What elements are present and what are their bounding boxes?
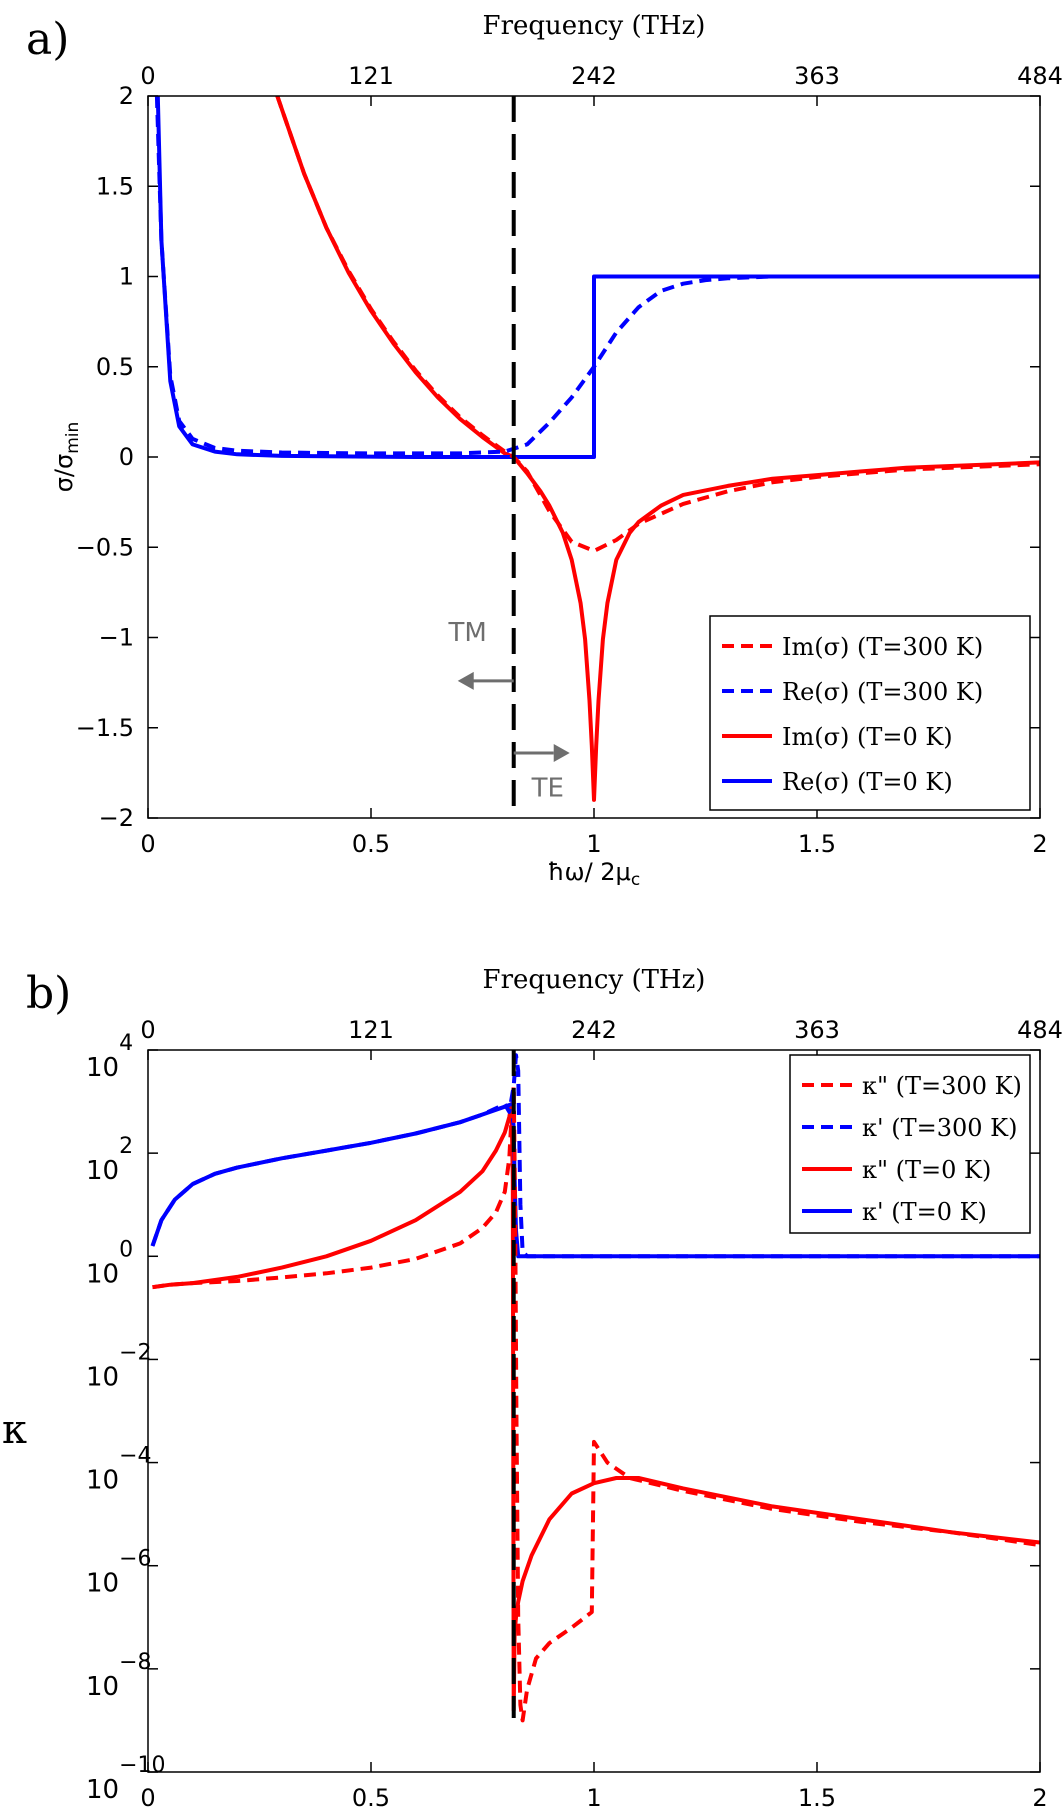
y-tick-label: 10−2 — [86, 1340, 152, 1392]
y-axis-label: σ/σmin — [50, 422, 83, 493]
y-tick-label: −1.5 — [76, 714, 134, 742]
top-tick-label: 0 — [140, 1016, 155, 1044]
y-tick-label: −0.5 — [76, 533, 134, 561]
y-tick-label: 10−10 — [86, 1753, 166, 1805]
series-line-2 — [275, 96, 1040, 802]
x-tick-label: 0.5 — [352, 1784, 390, 1812]
y-tick-label: 10−8 — [86, 1650, 152, 1702]
series-line-0 — [275, 96, 1040, 553]
series-line-3 — [155, 96, 1040, 459]
legend-entry-3: Re(σ) (T=0 K) — [782, 768, 953, 796]
top-tick-label: 363 — [794, 62, 840, 90]
panel-b: b) Frequency (THz) 0 0.5 1 1.5 2 0 121 242 363 484 1… — [2, 965, 1063, 1813]
x-tick-label: 1.5 — [798, 830, 836, 858]
x-tick-label: 1 — [586, 830, 601, 858]
x-tick-label: 1 — [586, 1784, 601, 1812]
plot-area — [154, 96, 1040, 802]
top-tick-label: 363 — [794, 1016, 840, 1044]
x-tick-label: 0 — [140, 830, 155, 858]
y-tick-label: 2 — [119, 82, 134, 110]
top-axis-label: Frequency (THz) — [483, 11, 706, 41]
legend-box — [709, 615, 1031, 811]
y-tick-label: −1 — [99, 624, 134, 652]
te-arrow-head — [553, 744, 570, 763]
top-axis-label: Frequency (THz) — [483, 965, 706, 995]
series-line-1 — [154, 96, 1040, 456]
y-tick-label: 102 — [86, 1134, 133, 1186]
y-tick-label: 1 — [119, 263, 134, 291]
top-tick-label: 242 — [571, 62, 617, 90]
panel-label: b) — [26, 968, 71, 1019]
legend-entry-2: κ" (T=0 K) — [862, 1156, 991, 1184]
y-tick-label: −2 — [99, 804, 134, 832]
legend: Im(σ) (T=300 K) Re(σ) (T=300 K) Im(σ) (T=0… — [709, 615, 1031, 811]
legend-entry-0: κ" (T=300 K) — [862, 1072, 1022, 1100]
series-line-1 — [150, 1053, 1040, 1259]
series-line-0 — [152, 1084, 1040, 1723]
y-tick-label: 10−4 — [86, 1444, 152, 1496]
top-tick-label: 484 — [1017, 62, 1063, 90]
top-tick-label: 121 — [348, 62, 394, 90]
panel-label: a) — [26, 14, 69, 65]
x-tick-label: 0 — [140, 1784, 155, 1812]
top-tick-label: 242 — [571, 1016, 617, 1044]
top-tick-label: 484 — [1017, 1016, 1063, 1044]
top-tick-label: 121 — [348, 1016, 394, 1044]
legend-entry-3: κ' (T=0 K) — [862, 1198, 987, 1226]
y-tick-label: 0 — [119, 443, 134, 471]
y-tick-label: 0.5 — [96, 353, 134, 381]
y-axis-label: κ — [2, 1407, 27, 1453]
plot-area — [150, 1053, 1040, 1723]
y-tick-label: 104 — [86, 1031, 133, 1083]
tm-arrow-head — [457, 671, 474, 690]
x-tick-label: 0.5 — [352, 830, 390, 858]
y-tick-label: 100 — [86, 1237, 133, 1289]
legend-entry-0: Im(σ) (T=300 K) — [782, 633, 983, 661]
tm-label: TM — [448, 618, 487, 648]
legend-entry-2: Im(σ) (T=0 K) — [782, 723, 953, 751]
axes-box — [147, 1049, 1041, 1773]
axes-box — [147, 95, 1041, 819]
panel-a: a) Frequency (THz)0 0.5 1 1.5 20 121 242 363 484−… — [26, 11, 1063, 890]
x-tick-label: 2 — [1032, 1784, 1047, 1812]
legend-entry-1: κ' (T=300 K) — [862, 1114, 1017, 1142]
y-tick-label: 1.5 — [96, 172, 134, 200]
top-tick-label: 0 — [140, 62, 155, 90]
te-label: TE — [531, 773, 564, 803]
x-axis-label: ħω/ 2μc — [548, 858, 640, 890]
x-tick-label: 2 — [1032, 830, 1047, 858]
y-tick-label: 10−6 — [86, 1547, 152, 1599]
x-tick-label: 1.5 — [798, 1784, 836, 1812]
legend-entry-1: Re(σ) (T=300 K) — [782, 678, 983, 706]
legend: κ" (T=300 K) κ' (T=300 K) κ" (T=0 K) κ' (T=… — [789, 1054, 1031, 1234]
